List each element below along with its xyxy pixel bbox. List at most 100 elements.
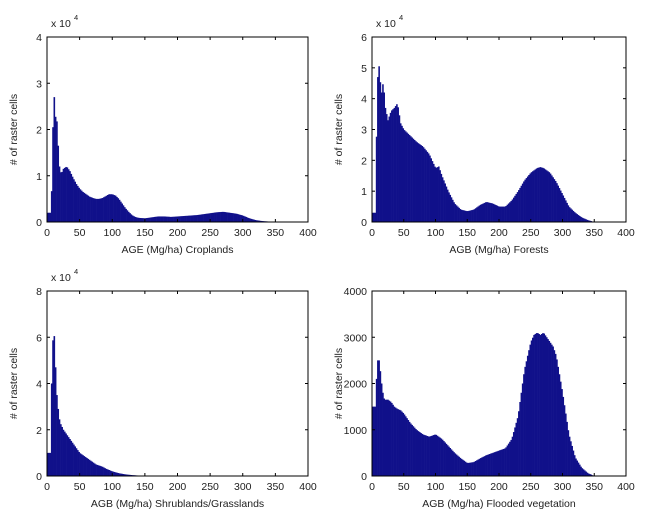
histogram-bar <box>84 193 87 222</box>
histogram-bars <box>47 336 146 477</box>
histogram-bar <box>457 455 459 476</box>
x-tick-label: 100 <box>427 481 445 493</box>
histogram-bar <box>411 137 413 222</box>
histogram-bar <box>62 429 65 476</box>
histogram-bar <box>432 163 435 222</box>
histogram-bar <box>557 366 559 476</box>
histogram-bar <box>392 109 394 222</box>
histogram-bar <box>460 458 463 476</box>
histogram-bar <box>471 210 473 222</box>
histogram-bar <box>520 185 523 222</box>
histogram-bar <box>512 432 515 476</box>
y-axis-label: # of raster cells <box>8 348 20 419</box>
histogram-bar <box>580 466 582 476</box>
histogram-bar <box>421 433 424 476</box>
histogram-bar <box>407 420 410 476</box>
histogram-bar <box>391 402 393 476</box>
histogram-bar <box>412 138 415 222</box>
histogram-bar <box>554 180 557 222</box>
histogram-bar <box>57 408 60 476</box>
histogram-bar <box>80 190 83 222</box>
histogram-bar <box>509 441 511 476</box>
histogram-bar <box>204 213 207 222</box>
histogram-bar <box>416 430 419 476</box>
y-tick-label: 2 <box>36 425 42 437</box>
histogram-bar <box>402 412 405 476</box>
histogram-bar <box>425 150 427 222</box>
histogram-bar <box>405 416 407 476</box>
histogram-bar <box>223 211 225 222</box>
histogram-panel-forests: 0 50 100 150 200 250 300 350 400 0 1 2 3 4 5 6 AGB (Mg/h… <box>333 13 635 256</box>
histogram-bar <box>554 353 557 476</box>
histogram-bar <box>464 210 467 222</box>
histogram-bar <box>152 217 155 222</box>
x-axis-label: AGE (Mg/ha) Croplands <box>121 244 233 256</box>
histogram-bar <box>101 466 104 476</box>
histogram-bar <box>221 211 224 222</box>
histogram-bar <box>441 177 444 222</box>
histogram-bar <box>176 216 178 222</box>
histogram-bar <box>75 448 78 476</box>
histogram-bar <box>506 445 509 476</box>
histogram-bar <box>97 198 100 223</box>
histogram-bar <box>384 107 387 222</box>
histogram-bar <box>53 97 56 222</box>
x-tick-label: 400 <box>617 481 635 493</box>
histogram-bar <box>103 467 105 476</box>
histogram-bar <box>120 201 122 222</box>
x-axis-label: AGB (Mg/ha) Forests <box>449 244 548 256</box>
histogram-bar <box>54 116 57 222</box>
histogram-bar <box>131 215 134 222</box>
histogram-bar <box>215 212 217 222</box>
histogram-bar <box>530 340 533 476</box>
histogram-bar <box>487 202 490 222</box>
histogram-bar <box>185 215 187 222</box>
histogram-bar <box>127 211 130 222</box>
histogram-bar <box>476 207 478 222</box>
histogram-bar <box>74 181 77 222</box>
histogram-bar <box>199 214 202 222</box>
histogram-bar <box>121 203 123 222</box>
histogram-bar <box>532 337 534 476</box>
x-tick-label: 0 <box>369 481 375 493</box>
histogram-bar <box>154 216 156 222</box>
histogram-bar <box>438 166 440 222</box>
histogram-bar <box>571 445 573 476</box>
histogram-bar <box>389 401 392 476</box>
histogram-bar <box>427 436 430 476</box>
histogram-bar <box>148 217 151 222</box>
histogram-bar <box>589 474 591 476</box>
histogram-bar <box>551 344 553 476</box>
x-tick-label: 350 <box>585 227 603 239</box>
x-tick-label: 400 <box>299 481 317 493</box>
x-tick-label: 250 <box>201 481 219 493</box>
histogram-bar <box>249 218 251 222</box>
histogram-bar <box>377 77 379 222</box>
histogram-bar <box>123 474 126 476</box>
histogram-bar <box>187 215 190 222</box>
histogram-bar <box>501 449 504 476</box>
histogram-bar <box>379 371 382 476</box>
histogram-bar <box>397 107 399 222</box>
histogram-bar <box>211 212 214 222</box>
histogram-bar <box>374 406 377 477</box>
histogram-bar <box>558 188 561 222</box>
x-tick-label: 200 <box>490 481 508 493</box>
histogram-bar <box>482 456 485 476</box>
histogram-bar <box>464 461 467 476</box>
histogram-bar <box>244 216 246 222</box>
histogram-bar <box>251 219 254 222</box>
x-tick-label: 200 <box>169 481 187 493</box>
histogram-bar <box>417 431 420 476</box>
histogram-bar <box>182 216 185 222</box>
histogram-bar <box>454 453 457 476</box>
histogram-bar <box>479 204 482 222</box>
histogram-bar <box>241 215 244 222</box>
histogram-bar <box>237 214 240 222</box>
histogram-bar <box>465 211 468 222</box>
histogram-bar <box>229 212 232 222</box>
histogram-bar <box>432 435 435 476</box>
histogram-bar <box>373 406 375 477</box>
histogram-bars <box>372 66 595 223</box>
histogram-bar <box>463 460 466 476</box>
